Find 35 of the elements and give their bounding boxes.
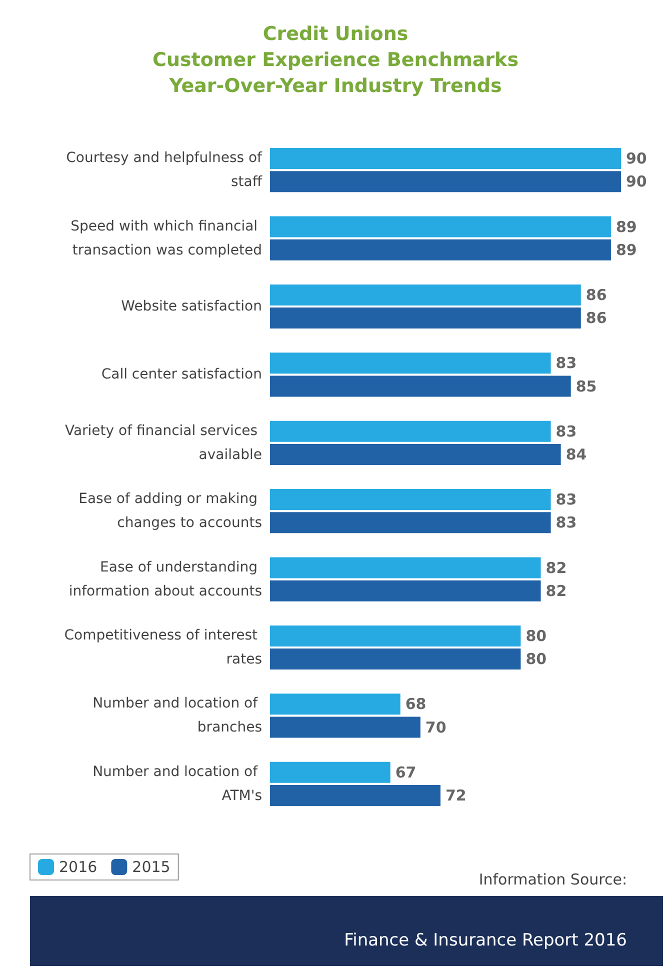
y-tick-label: Website satisfaction bbox=[121, 298, 262, 314]
data-label: 83 bbox=[556, 490, 577, 509]
y-tick-label: Ease of understanding information about accounts bbox=[68, 559, 262, 600]
text: Finance & Insurance Report 2016 bbox=[344, 930, 628, 950]
y-tick-label: Variety of financial services available bbox=[64, 422, 262, 463]
y-tick-label: Courtesy and helpfulness of staff bbox=[66, 150, 264, 190]
y-tick-label: Number and location of ATM's bbox=[92, 764, 262, 804]
data-label: 90 bbox=[626, 150, 647, 168]
data-label: 84 bbox=[566, 445, 587, 464]
y-tick-label: Ease of adding or making changes to accounts bbox=[78, 491, 262, 532]
data-label: 70 bbox=[425, 718, 446, 736]
data-label: 86 bbox=[586, 286, 607, 304]
text: Information Source: bbox=[478, 870, 628, 888]
y-tick-label: Speed with which financial transaction was completed bbox=[70, 218, 262, 258]
data-label: 82 bbox=[546, 582, 567, 600]
data-label: 86 bbox=[586, 309, 607, 328]
data-label: 67 bbox=[395, 763, 416, 782]
data-label: 89 bbox=[616, 240, 637, 259]
data-label: 90 bbox=[626, 172, 647, 191]
data-label: 80 bbox=[526, 626, 547, 645]
data-label: 80 bbox=[526, 650, 547, 668]
data-label: 83 bbox=[556, 354, 577, 372]
data-label: 83 bbox=[556, 422, 577, 440]
data-label: 85 bbox=[576, 377, 597, 396]
legend-label: 2015 bbox=[132, 858, 170, 876]
y-tick-label: Competitiveness of interest rates bbox=[64, 628, 262, 668]
data-label: 68 bbox=[405, 695, 426, 714]
data-label: 83 bbox=[556, 514, 577, 532]
legend-label: 2016 bbox=[59, 858, 98, 876]
y-tick-label: Call center satisfaction bbox=[101, 366, 262, 383]
chart-title: Credit Unions Customer Experience Benchmarks Year-Over-Year Industry Trends bbox=[152, 23, 518, 97]
data-label: 82 bbox=[546, 558, 567, 577]
data-label: 89 bbox=[616, 218, 637, 236]
data-label: 72 bbox=[445, 786, 466, 804]
y-tick-label: Number and location of branches bbox=[92, 696, 262, 736]
